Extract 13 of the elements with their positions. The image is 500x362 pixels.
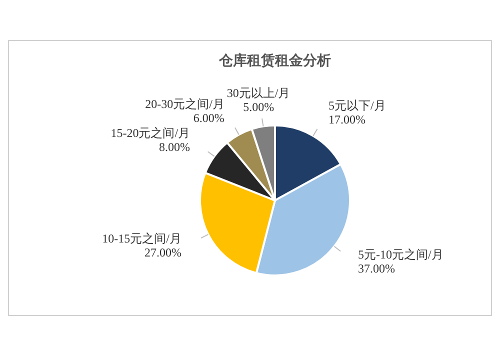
slice-label: 10-15元之间/月 [102, 231, 182, 246]
slice-label: 30元以上/月 [226, 86, 290, 100]
data-label: 6.00% [193, 111, 224, 126]
slice-label: 20-30元之间/月 [145, 97, 224, 112]
slice-label: 5元以下/月 [328, 98, 386, 113]
data-label: 5.00% [243, 100, 274, 114]
data-label: 8.00% [159, 140, 190, 154]
data-label: 37.00% [358, 261, 395, 276]
chart-title: 仓库租赁租金分析 [218, 52, 331, 70]
slice-label: 5元-10元之间/月 [358, 247, 444, 262]
slice-label: 15-20元之间/月 [110, 126, 190, 140]
data-label: 27.00% [144, 245, 182, 260]
data-label: 17.00% [328, 112, 366, 127]
